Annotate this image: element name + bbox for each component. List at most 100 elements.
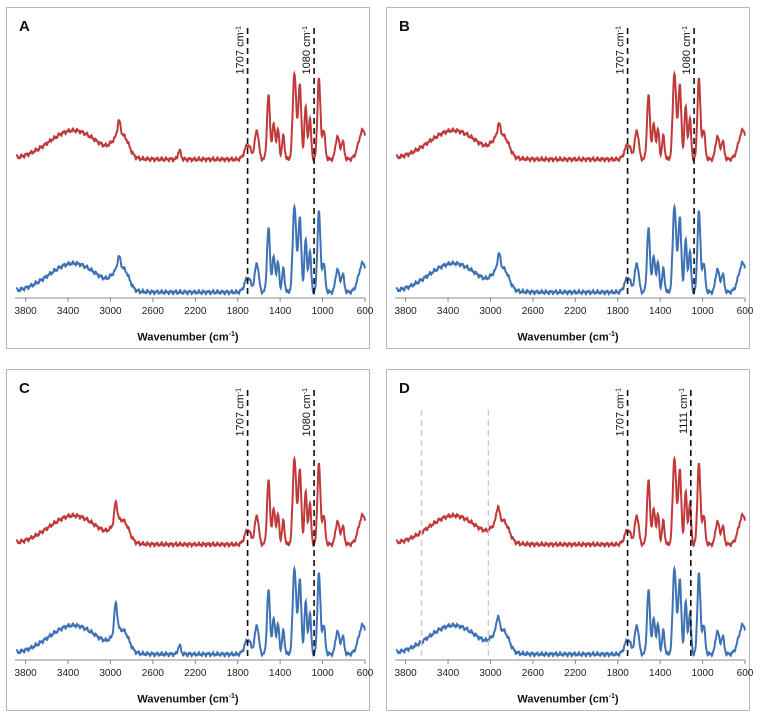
panel-b-xlabel-unit-end: ): [614, 331, 619, 344]
panel-a-xlabel-text: Wavenumber: [137, 331, 207, 344]
panel-a-x-tick-label: 600: [357, 306, 374, 317]
panel-d-x-tick-label: 3400: [437, 668, 460, 679]
panel-c: C 3800 3400 3000 2600 2200 1800 1400 1000 600 170…: [6, 369, 374, 711]
panel-d-annotation-sup: -1: [615, 388, 622, 394]
panel-c-series-red: [15, 455, 366, 549]
panel-b-x-tick-label: 600: [737, 306, 754, 317]
panel-b-annotation-sup: -1: [682, 26, 689, 32]
panel-a-annotation-sup: -1: [302, 26, 309, 32]
panel-b-x-tick-label: 1000: [691, 306, 714, 317]
panel-c-annotation-label-1: 1080 cm-1: [301, 388, 313, 437]
panel-b-annotation-sup: -1: [615, 26, 622, 32]
panel-c-xlabel-text: Wavenumber: [137, 693, 207, 706]
panel-d-xlabel-sup: -1: [608, 693, 615, 700]
panel-c-annotation-text: 1707 cm: [235, 394, 247, 436]
panel-c-xlabel-sup: -1: [228, 693, 235, 700]
panel-d-annotation-text: 1111 cm: [678, 394, 690, 434]
panel-a-plot: 3800 3400 3000 2600 2200 1800 1400 1000 600 1707 …: [14, 26, 374, 317]
panel-a-x-tick-label: 2200: [184, 306, 207, 317]
panel-a-annotation-text: 1707 cm: [235, 32, 247, 74]
panel-a-x-tick-label: 2600: [142, 306, 165, 317]
panel-b-xlabel-sup: -1: [608, 331, 615, 338]
panel-d: D 3800 3400 3000 2600 2200 1800 1400 1000 600 170…: [386, 369, 754, 711]
panel-b-xlabel-unit: (cm: [589, 331, 609, 344]
panel-d-x-tick-label: 600: [737, 668, 754, 679]
panel-b-annotation-label-1: 1080 cm-1: [681, 26, 693, 75]
panel-a-letter: A: [19, 18, 30, 35]
panel-c-x-tick-label: 2200: [184, 668, 207, 679]
panel-b-annotation-text: 1707 cm: [615, 32, 627, 74]
panel-c-annotation-text: 1080 cm: [301, 394, 313, 436]
panel-d-x-tick-label: 2600: [522, 668, 545, 679]
panel-d-xlabel-text: Wavenumber: [517, 693, 587, 706]
panel-a-annotation-sup: -1: [235, 26, 242, 32]
panel-d-annotation-text: 1707 cm: [615, 394, 627, 436]
panel-c-series-blue: [15, 564, 366, 658]
panel-a-xlabel-unit-end: ): [234, 331, 239, 344]
panel-d-x-tick-label: 1000: [691, 668, 714, 679]
panel-c-xlabel-unit: (cm: [209, 693, 229, 706]
panel-a-x-tick-label: 1400: [269, 306, 292, 317]
panel-c-x-tick-label: 3800: [14, 668, 37, 679]
panel-d-letter: D: [399, 380, 410, 397]
panel-d-plot: 3800 3400 3000 2600 2200 1800 1400 1000 600 1707 …: [394, 388, 754, 679]
panel-a-annotation-text: 1080 cm: [301, 32, 313, 74]
panel-a-x-tick-label: 3400: [57, 306, 80, 317]
panel-b: B 3800 3400 3000 2600 2200 1800 1400 1000 600 170…: [386, 7, 754, 349]
panel-a-xlabel: Wavenumber (cm-1): [7, 331, 369, 344]
panel-c-letter: C: [19, 380, 30, 397]
panel-d-series-blue: [395, 564, 746, 658]
panel-b-x-tick-label: 3800: [394, 306, 417, 317]
panel-a-xlabel-unit: (cm: [209, 331, 229, 344]
panel-a-x-tick-label: 1800: [227, 306, 250, 317]
panel-a-annotation-label-0: 1707 cm-1: [235, 26, 247, 75]
panel-c-xlabel: Wavenumber (cm-1): [7, 693, 369, 706]
panel-b-x-tick-label: 3400: [437, 306, 460, 317]
panel-b-x-tick-label: 1800: [607, 306, 630, 317]
panel-b-x-tick-label: 3000: [479, 306, 502, 317]
panel-b-xlabel: Wavenumber (cm-1): [387, 331, 749, 344]
panel-d-x-tick-label: 3000: [479, 668, 502, 679]
panel-d-x-tick-label: 3800: [394, 668, 417, 679]
panel-d-annotation-label-0: 1707 cm-1: [615, 388, 627, 437]
panel-d-x-tick-label: 1800: [607, 668, 630, 679]
panel-a-x-tick-label: 3800: [14, 306, 37, 317]
panel-d-series-red: [395, 455, 746, 549]
panel-c-x-tick-label: 600: [357, 668, 374, 679]
panel-d-x-tick-label: 1400: [649, 668, 672, 679]
panel-c-annotation-sup: -1: [235, 388, 242, 394]
panel-a-series-red: [15, 69, 366, 164]
panel-a-x-tick-label: 1000: [311, 306, 334, 317]
panel-d-x-tick-label: 2200: [564, 668, 587, 679]
panel-c-x-tick-label: 1400: [269, 668, 292, 679]
panel-a-xlabel-sup: -1: [228, 331, 235, 338]
panel-b-series-blue: [395, 202, 746, 296]
panel-d-annotation-sup: -1: [678, 388, 685, 394]
panel-b-annotation-text: 1080 cm: [681, 32, 693, 74]
panel-b-series-red: [395, 69, 746, 164]
panel-d-xlabel: Wavenumber (cm-1): [387, 693, 749, 706]
panel-b-x-tick-label: 1400: [649, 306, 672, 317]
panel-b-plot: 3800 3400 3000 2600 2200 1800 1400 1000 600 1707 …: [394, 26, 754, 317]
panel-a-series-blue: [15, 202, 366, 296]
panel-b-xlabel-text: Wavenumber: [517, 331, 587, 344]
panel-c-plot: 3800 3400 3000 2600 2200 1800 1400 1000 600 1707 …: [14, 388, 374, 679]
panel-a-x-tick-label: 3000: [99, 306, 122, 317]
panel-b-annotation-label-0: 1707 cm-1: [615, 26, 627, 75]
panel-c-x-tick-label: 1000: [311, 668, 334, 679]
panel-c-xlabel-unit-end: ): [234, 693, 239, 706]
panel-c-x-tick-label: 2600: [142, 668, 165, 679]
panel-d-xlabel-unit-end: ): [614, 693, 619, 706]
panel-b-x-tick-label: 2200: [564, 306, 587, 317]
panel-c-annotation-sup: -1: [302, 388, 309, 394]
panel-b-letter: B: [399, 18, 410, 35]
panel-c-x-tick-label: 3000: [99, 668, 122, 679]
panel-b-x-tick-label: 2600: [522, 306, 545, 317]
panel-c-x-tick-label: 3400: [57, 668, 80, 679]
panel-d-annotation-label-1: 1111 cm-1: [678, 388, 690, 434]
panel-c-annotation-label-0: 1707 cm-1: [235, 388, 247, 437]
panel-a: A 3800 3400 3000 2600 2200 1800 1400 1000 600 170…: [6, 7, 374, 349]
panel-c-x-tick-label: 1800: [227, 668, 250, 679]
panel-a-annotation-label-1: 1080 cm-1: [301, 26, 313, 75]
